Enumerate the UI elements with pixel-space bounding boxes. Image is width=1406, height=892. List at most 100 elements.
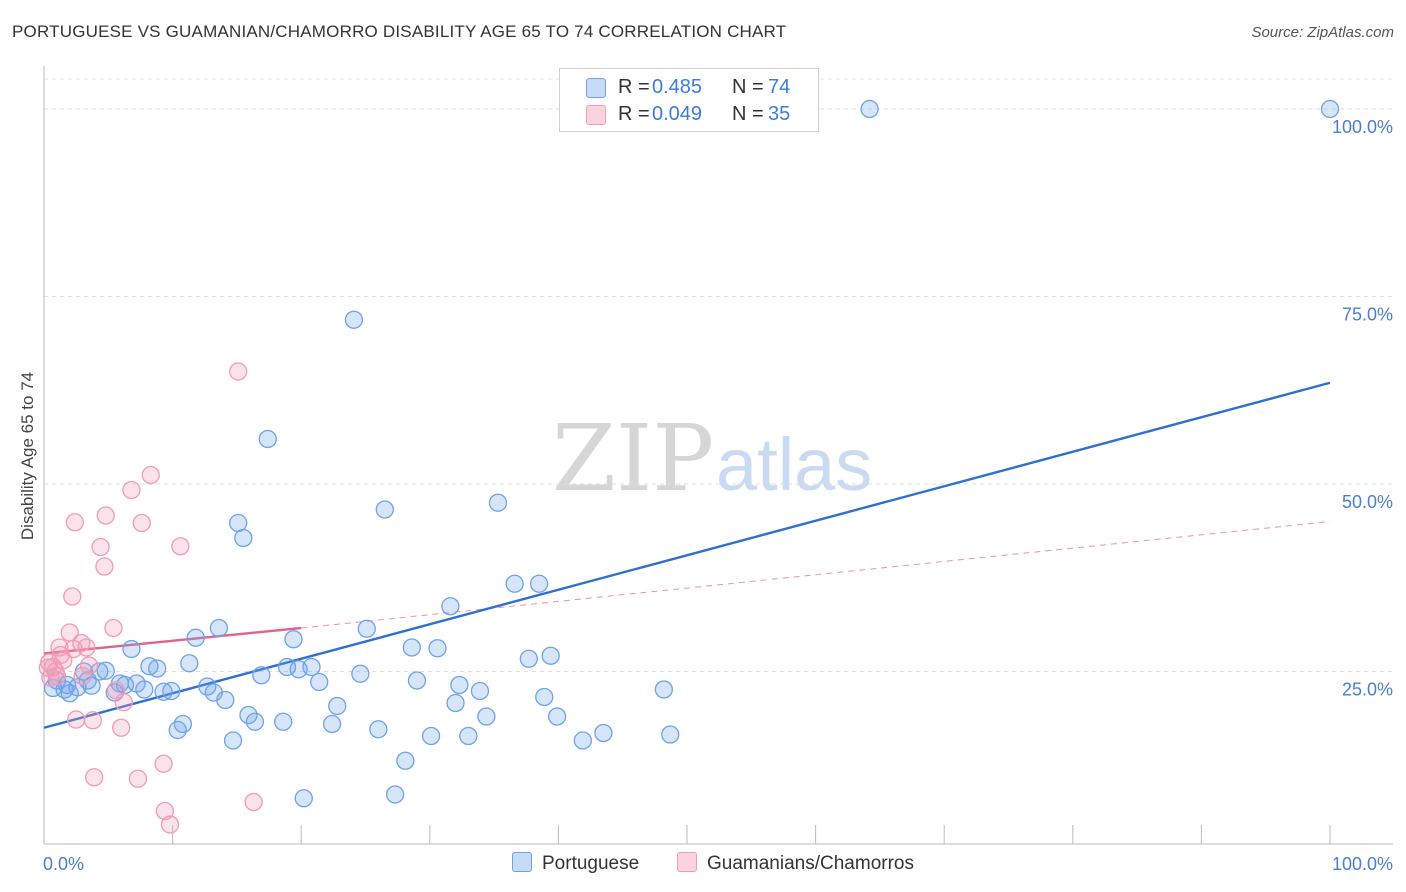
portuguese-point — [385, 785, 405, 804]
portuguese-point — [547, 707, 567, 726]
portuguese-point — [396, 751, 415, 770]
portuguese-point — [310, 672, 329, 692]
x-tick-label-max: 100.0% — [1332, 854, 1393, 874]
portuguese-point — [594, 723, 613, 743]
guamanian-point — [114, 693, 133, 712]
guamanian-point — [54, 651, 73, 670]
bottom-legend-label-portuguese: Portuguese — [542, 853, 640, 874]
portuguese-point — [302, 657, 321, 677]
legend-n-label: N = — [732, 76, 764, 98]
legend-r-value-guamanian: 0.049 — [652, 103, 703, 125]
portuguese-point — [407, 671, 427, 690]
portuguese-point — [1320, 99, 1340, 119]
portuguese-point — [529, 574, 549, 593]
legend-swatch-portuguese — [586, 78, 606, 98]
source-label: Source: ZipAtlas.com — [1251, 24, 1394, 41]
portuguese-point — [519, 649, 538, 668]
y-tick-label: 50.0% — [1342, 492, 1393, 512]
portuguese-point — [96, 661, 115, 680]
portuguese-point — [173, 714, 193, 734]
bottom-legend-swatch-portuguese — [512, 852, 532, 872]
guamanian-point — [95, 557, 114, 576]
portuguese-point — [441, 597, 460, 616]
guamanian-point — [77, 638, 96, 657]
guamanian-point — [96, 506, 115, 525]
bottom-legend-label-guamanian: Guamanians/Chamorros — [707, 853, 914, 874]
portuguese-point — [488, 493, 508, 512]
guamanian-point — [160, 815, 180, 834]
portuguese-point — [477, 707, 496, 726]
legend-r-label: R = — [618, 103, 650, 125]
guamanian-point — [79, 656, 99, 675]
guamanian-point — [244, 792, 263, 812]
portuguese-point — [357, 619, 376, 638]
guamanian-point — [171, 537, 190, 556]
portuguese-point — [654, 680, 674, 699]
portuguese-point — [186, 628, 205, 647]
portuguese-point — [284, 630, 303, 649]
portuguese-point — [252, 666, 271, 685]
legend-r-value-portuguese: 0.485 — [652, 76, 703, 98]
watermark-zip: ZIP — [552, 405, 714, 512]
portuguese-point — [90, 662, 109, 681]
portuguese-point — [369, 720, 388, 739]
y-tick-label: 75.0% — [1342, 305, 1393, 325]
trend-line-extension — [301, 521, 1331, 629]
legend-swatch-guamanian — [586, 105, 606, 125]
portuguese-point — [245, 712, 265, 731]
portuguese-point — [274, 712, 293, 731]
guamanian-point — [155, 801, 175, 821]
guamanian-point — [85, 768, 104, 787]
y-tick-labels: 25.0% 50.0% 75.0% 100.0% — [1332, 117, 1393, 700]
portuguese-point — [541, 646, 560, 665]
portuguese-point — [470, 681, 490, 701]
guamanian-point — [154, 754, 173, 773]
portuguese-trend-line — [43, 381, 1331, 729]
guamanian-point — [67, 710, 86, 729]
chart-title: PORTUGUESE VS GUAMANIAN/CHAMORRO DISABIL… — [12, 22, 787, 41]
legend-row-portuguese: R = 0.485 N = 74 — [560, 74, 818, 100]
guamanian-point — [132, 513, 151, 533]
guamanian-point — [128, 769, 148, 788]
legend-n-value-portuguese: 74 — [768, 76, 791, 98]
portuguese-point — [351, 664, 370, 683]
portuguese-point — [180, 654, 199, 673]
guamanian-point — [65, 513, 85, 532]
portuguese-point — [450, 675, 469, 695]
portuguese-point — [258, 429, 277, 449]
portuguese-point — [277, 657, 297, 677]
portuguese-point — [294, 789, 313, 808]
portuguese-point — [459, 726, 478, 746]
portuguese-point — [122, 639, 141, 659]
portuguese-point — [223, 731, 243, 750]
bottom-legend-swatch-guamanian — [677, 852, 697, 872]
guamanian-point — [91, 537, 110, 557]
guamanian-point — [141, 465, 160, 485]
guamanian-point — [122, 480, 141, 500]
axes — [43, 66, 1393, 845]
legend-r-label: R = — [618, 76, 650, 98]
bottom-legend-guamanian: Guamanians/Chamorros — [677, 852, 914, 875]
portuguese-point — [573, 731, 592, 750]
portuguese-point — [421, 726, 441, 746]
portuguese-point — [535, 687, 554, 707]
data-points — [38, 99, 1340, 834]
correlation-legend: R = 0.485 N = 74 R = 0.049 N = 35 — [559, 68, 819, 132]
portuguese-point — [68, 678, 87, 697]
guamanian-point — [104, 618, 123, 638]
y-axis-label: Disability Age 65 to 74 — [18, 372, 37, 540]
portuguese-point — [505, 574, 524, 593]
guamanian-point — [112, 718, 131, 737]
guamanian-point — [63, 587, 82, 606]
portuguese-point — [216, 690, 235, 710]
portuguese-point — [322, 714, 342, 734]
legend-row-guamanian: R = 0.049 N = 35 — [560, 101, 818, 127]
guamanian-point — [47, 666, 67, 686]
portuguese-point — [428, 639, 447, 658]
portuguese-point — [375, 500, 394, 519]
legend-n-value-guamanian: 35 — [768, 103, 791, 125]
portuguese-point — [402, 638, 421, 657]
portuguese-point — [154, 682, 173, 701]
guamanian-point — [229, 362, 248, 381]
